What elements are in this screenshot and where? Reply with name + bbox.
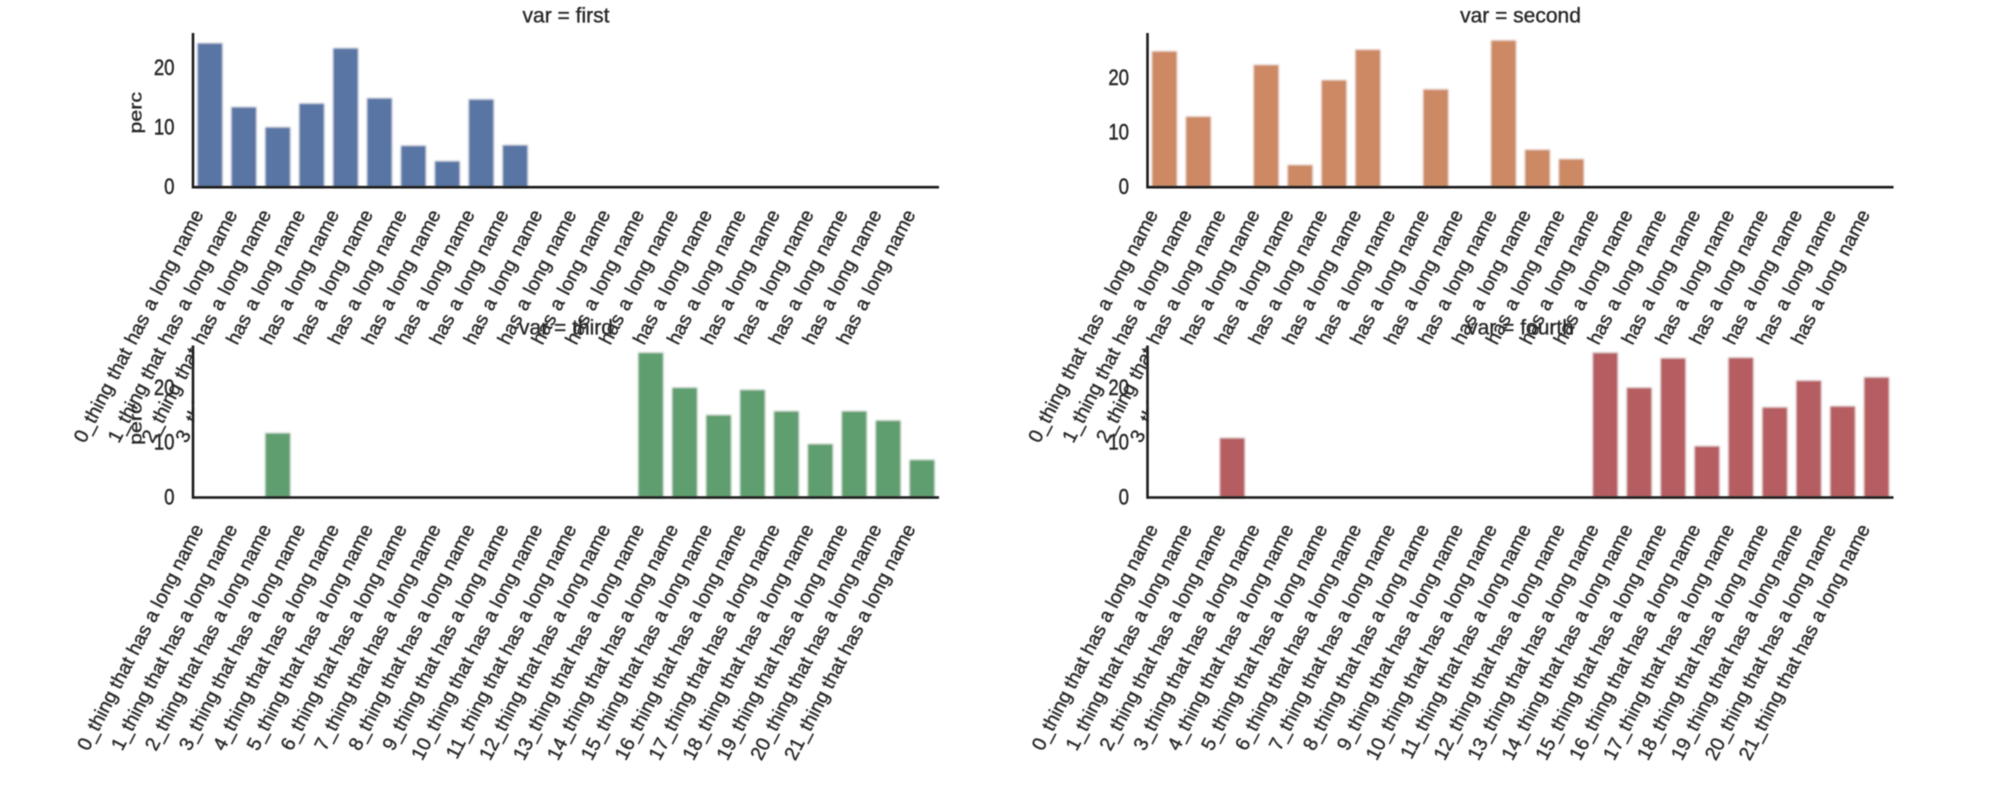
svg-text:var = first: var = first (523, 4, 610, 27)
svg-text:0: 0 (1119, 176, 1129, 200)
svg-text:10: 10 (154, 431, 175, 455)
svg-text:10: 10 (1108, 431, 1129, 455)
svg-text:perc: perc (126, 403, 146, 445)
svg-text:0: 0 (164, 486, 174, 510)
svg-text:20: 20 (154, 57, 175, 81)
svg-text:20: 20 (154, 377, 175, 401)
svg-text:20: 20 (1108, 377, 1129, 401)
svg-text:0: 0 (164, 176, 174, 200)
svg-text:var = fourth: var = fourth (1467, 317, 1574, 340)
svg-text:20: 20 (1108, 67, 1129, 91)
svg-text:var = third: var = third (519, 317, 613, 340)
svg-text:0: 0 (1119, 486, 1129, 510)
svg-text:10: 10 (154, 116, 175, 140)
svg-text:perc: perc (126, 92, 146, 134)
svg-text:10: 10 (1108, 121, 1129, 145)
svg-text:var = second: var = second (1460, 4, 1581, 27)
